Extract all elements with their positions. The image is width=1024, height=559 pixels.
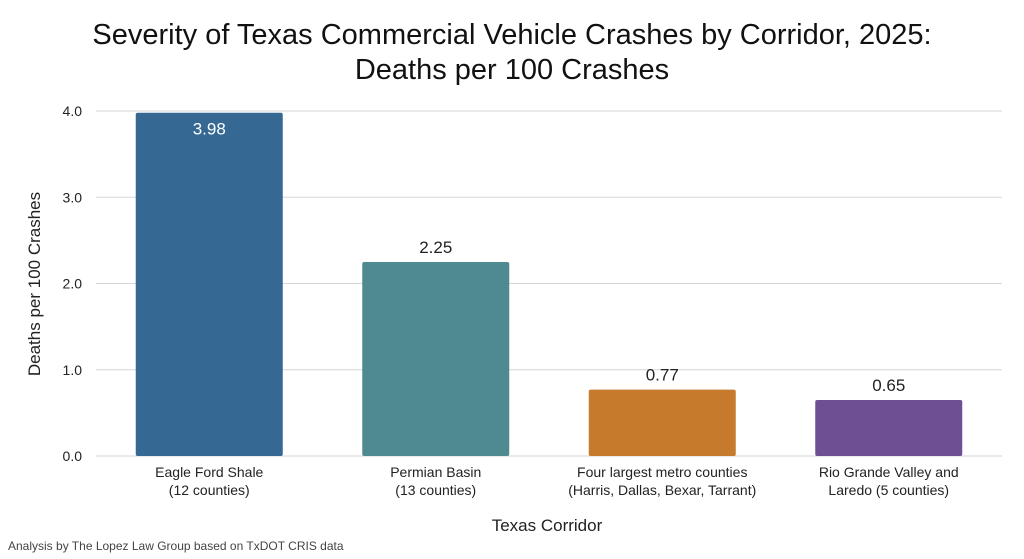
x-tick-label: Laredo (5 counties): [828, 482, 949, 498]
x-tick-label: Eagle Ford Shale: [155, 464, 263, 480]
chart-subtitle: Deaths per 100 Crashes: [354, 54, 670, 86]
data-label: 3.98: [193, 120, 226, 139]
data-labels: 3.98 2.25 0.77 0.65: [193, 120, 906, 395]
x-tick-label: (12 counties): [169, 482, 250, 498]
bar: [362, 261, 510, 456]
bars: [135, 112, 963, 456]
x-tick-label: Four largest metro counties: [577, 464, 747, 480]
chart-title-line: Severity of Texas Commercial Vehicle Cra…: [92, 19, 932, 51]
data-label: 2.25: [419, 238, 452, 257]
bar: [588, 389, 736, 456]
y-axis-ticks: 0.0 1.0 2.0 3.0 4.0: [63, 103, 83, 464]
bar: [815, 399, 963, 456]
y-tick-label: 0.0: [63, 448, 83, 464]
source-footnote: Analysis by The Lopez Law Group based on…: [8, 539, 344, 553]
x-tick-label: Rio Grande Valley and: [819, 464, 959, 480]
bar: [135, 112, 283, 456]
x-tick-label: (13 counties): [395, 482, 476, 498]
x-axis-title: Texas Corridor: [492, 516, 603, 535]
data-label: 0.65: [872, 376, 905, 395]
y-tick-label: 1.0: [63, 362, 83, 378]
y-tick-label: 4.0: [63, 103, 83, 119]
data-label: 0.77: [646, 366, 679, 385]
x-tick-label: (Harris, Dallas, Bexar, Tarrant): [568, 482, 756, 498]
x-tick-label: Permian Basin: [390, 464, 481, 480]
x-axis-categories: Eagle Ford Shale (12 counties) Permian Bas…: [155, 464, 959, 498]
y-axis-title: Deaths per 100 Crashes: [25, 192, 44, 376]
chart-title: Severity of Texas Commercial Vehicle Cra…: [0, 18, 1024, 88]
y-tick-label: 3.0: [63, 189, 83, 205]
y-tick-label: 2.0: [63, 276, 83, 292]
